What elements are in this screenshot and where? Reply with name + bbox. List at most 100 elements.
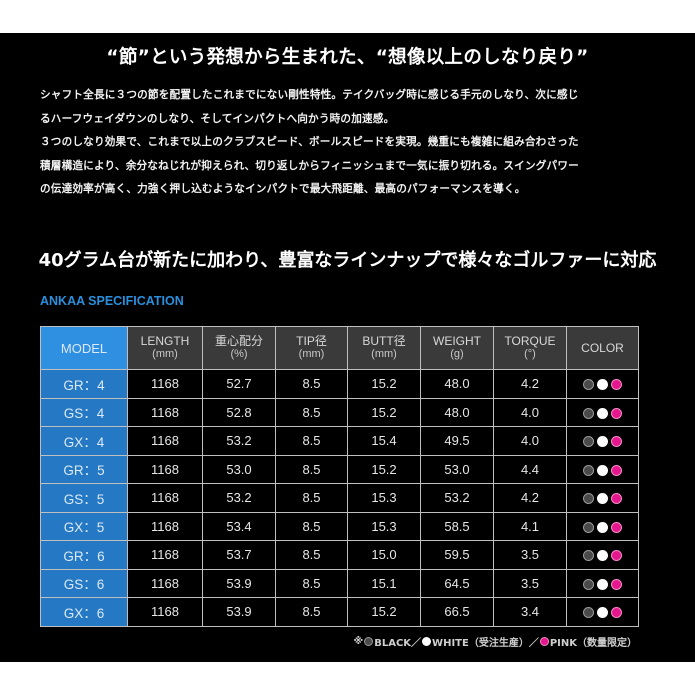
pink-dot-icon: [611, 521, 622, 533]
cell-color: [566, 397, 639, 427]
cell-length: 1168: [127, 454, 203, 484]
cell-color: [566, 540, 639, 570]
intro-line: 積層構造により、余分なねじれが抑えられ、切り返しからフィニッシュまで一気に振り切…: [40, 159, 579, 172]
cell-length: 1168: [127, 397, 203, 427]
color-swatches: [583, 607, 622, 619]
header-label: MODEL: [60, 340, 108, 356]
header-unit: (°): [524, 348, 536, 360]
cell-butt: 15.2: [347, 454, 421, 484]
cell-weight: 48.0: [420, 369, 494, 399]
black-dot-icon: [583, 464, 594, 476]
cell-color: [566, 483, 639, 513]
cell-model: GX：4: [40, 426, 128, 456]
header-model: MODEL: [40, 326, 128, 370]
cell-torque: 4.0: [493, 397, 567, 427]
table-row: GR：6 1168 53.7 8.5 15.0 59.5 3.5: [40, 540, 639, 570]
cell-length: 1168: [127, 511, 203, 541]
black-dot-icon: [583, 521, 594, 533]
header-length: LENGTH (mm): [127, 326, 203, 370]
white-dot-icon: [597, 607, 608, 619]
cell-color: [566, 454, 639, 484]
header-label: WEIGHT: [433, 334, 481, 348]
cell-torque: 4.4: [493, 454, 567, 484]
color-swatches: [583, 493, 622, 505]
cell-tip: 8.5: [275, 568, 348, 598]
pink-dot-icon: [611, 493, 622, 505]
cell-color: [566, 597, 639, 627]
cell-model: GX：5: [40, 511, 128, 541]
header-label: BUTT径: [362, 334, 406, 348]
cell-length: 1168: [127, 426, 203, 456]
headline: “節”という発想から生まれた、“想像以上のしなり戻り”: [106, 47, 589, 68]
table-row: GR：4 1168 52.7 8.5 15.2 48.0 4.2: [40, 369, 639, 399]
white-dot-icon: [597, 578, 608, 590]
cell-butt: 15.0: [347, 540, 421, 570]
cell-balance: 53.9: [202, 597, 276, 627]
header-torque: TORQUE (°): [493, 326, 567, 370]
black-dot-icon: [583, 550, 594, 562]
cell-color: [566, 511, 639, 541]
header-unit: (mm): [298, 348, 325, 360]
legend-black: BLACK／: [374, 638, 422, 649]
cell-butt: 15.3: [347, 483, 421, 513]
white-dot-icon: [597, 407, 608, 419]
table-row: GX：6 1168 53.9 8.5 15.2 66.5 3.4: [40, 597, 639, 627]
white-dot-icon: [597, 464, 608, 476]
intro-text: シャフト全長に３つの節を配置したこれまでにない剛性特性。テイクバッグ時に感じる手…: [40, 84, 650, 202]
pink-dot-icon: [611, 379, 622, 391]
cell-tip: 8.5: [275, 426, 348, 456]
cell-torque: 4.1: [493, 511, 567, 541]
subheadline: 40グラム台が新たに加わり、豊富なラインナップで様々なゴルファーに対応: [38, 250, 657, 271]
pink-dot-icon: [611, 607, 622, 619]
header-label: COLOR: [581, 340, 624, 355]
cell-length: 1168: [127, 483, 203, 513]
cell-balance: 53.9: [202, 568, 276, 598]
spec-title: ANKAA SPECIFICATION: [40, 294, 184, 308]
white-dot-icon: [422, 637, 432, 646]
color-swatches: [583, 436, 622, 448]
cell-balance: 53.7: [202, 540, 276, 570]
cell-weight: 53.0: [420, 454, 494, 484]
legend-prefix: ※: [353, 636, 364, 647]
header-weight: WEIGHT (g): [420, 326, 494, 370]
cell-weight: 58.5: [420, 511, 494, 541]
legend-white: WHITE（受注生産）／: [432, 638, 539, 649]
color-swatches: [583, 521, 622, 533]
cell-balance: 53.4: [202, 511, 276, 541]
intro-line: ３つのしなり効果で、これまで以上のクラブスピード、ボールスピードを実現。幾重にも…: [40, 136, 579, 149]
cell-torque: 3.5: [493, 568, 567, 598]
header-unit: (%): [230, 348, 248, 360]
cell-model: GR：5: [40, 454, 128, 484]
cell-model: GR：6: [40, 540, 128, 570]
cell-balance: 53.2: [202, 426, 276, 456]
pink-dot-icon: [611, 436, 622, 448]
header-unit: (mm): [371, 348, 397, 360]
color-swatches: [583, 407, 622, 419]
header-balance: 重心配分 (%): [202, 326, 276, 370]
white-dot-icon: [597, 379, 608, 391]
intro-line: の伝達効率が高く、力強く押し込むようなインパクトで最大飛距離、最高のパフォーマン…: [40, 183, 526, 196]
black-dot-icon: [583, 436, 594, 448]
pink-dot-icon: [611, 407, 622, 419]
white-dot-icon: [597, 436, 608, 448]
cell-weight: 66.5: [420, 597, 494, 627]
color-swatches: [583, 550, 622, 562]
header-label: LENGTH: [140, 334, 190, 348]
cell-balance: 52.8: [202, 397, 276, 427]
intro-line: シャフト全長に３つの節を配置したこれまでにない剛性特性。テイクバッグ時に感じる手…: [40, 89, 579, 101]
table-row: GR：5 1168 53.0 8.5 15.2 53.0 4.4: [40, 454, 639, 484]
white-dot-icon: [597, 550, 608, 562]
table-row: GS：4 1168 52.8 8.5 15.2 48.0 4.0: [40, 397, 639, 427]
pink-dot-icon: [611, 578, 622, 590]
black-dot-icon: [583, 607, 594, 619]
table-row: GS：6 1168 53.9 8.5 15.1 64.5 3.5: [40, 568, 639, 598]
cell-color: [566, 568, 639, 598]
pink-dot-icon: [539, 637, 549, 646]
header-butt: BUTT径 (mm): [347, 326, 421, 370]
header-unit: (g): [450, 348, 464, 360]
cell-butt: 15.4: [347, 426, 421, 456]
cell-length: 1168: [127, 597, 203, 627]
cell-tip: 8.5: [275, 369, 348, 399]
cell-butt: 15.1: [347, 568, 421, 598]
spec-table: MODEL LENGTH (mm) 重心配分 (%) TIP径 (mm) BUTT径(…: [40, 326, 639, 627]
